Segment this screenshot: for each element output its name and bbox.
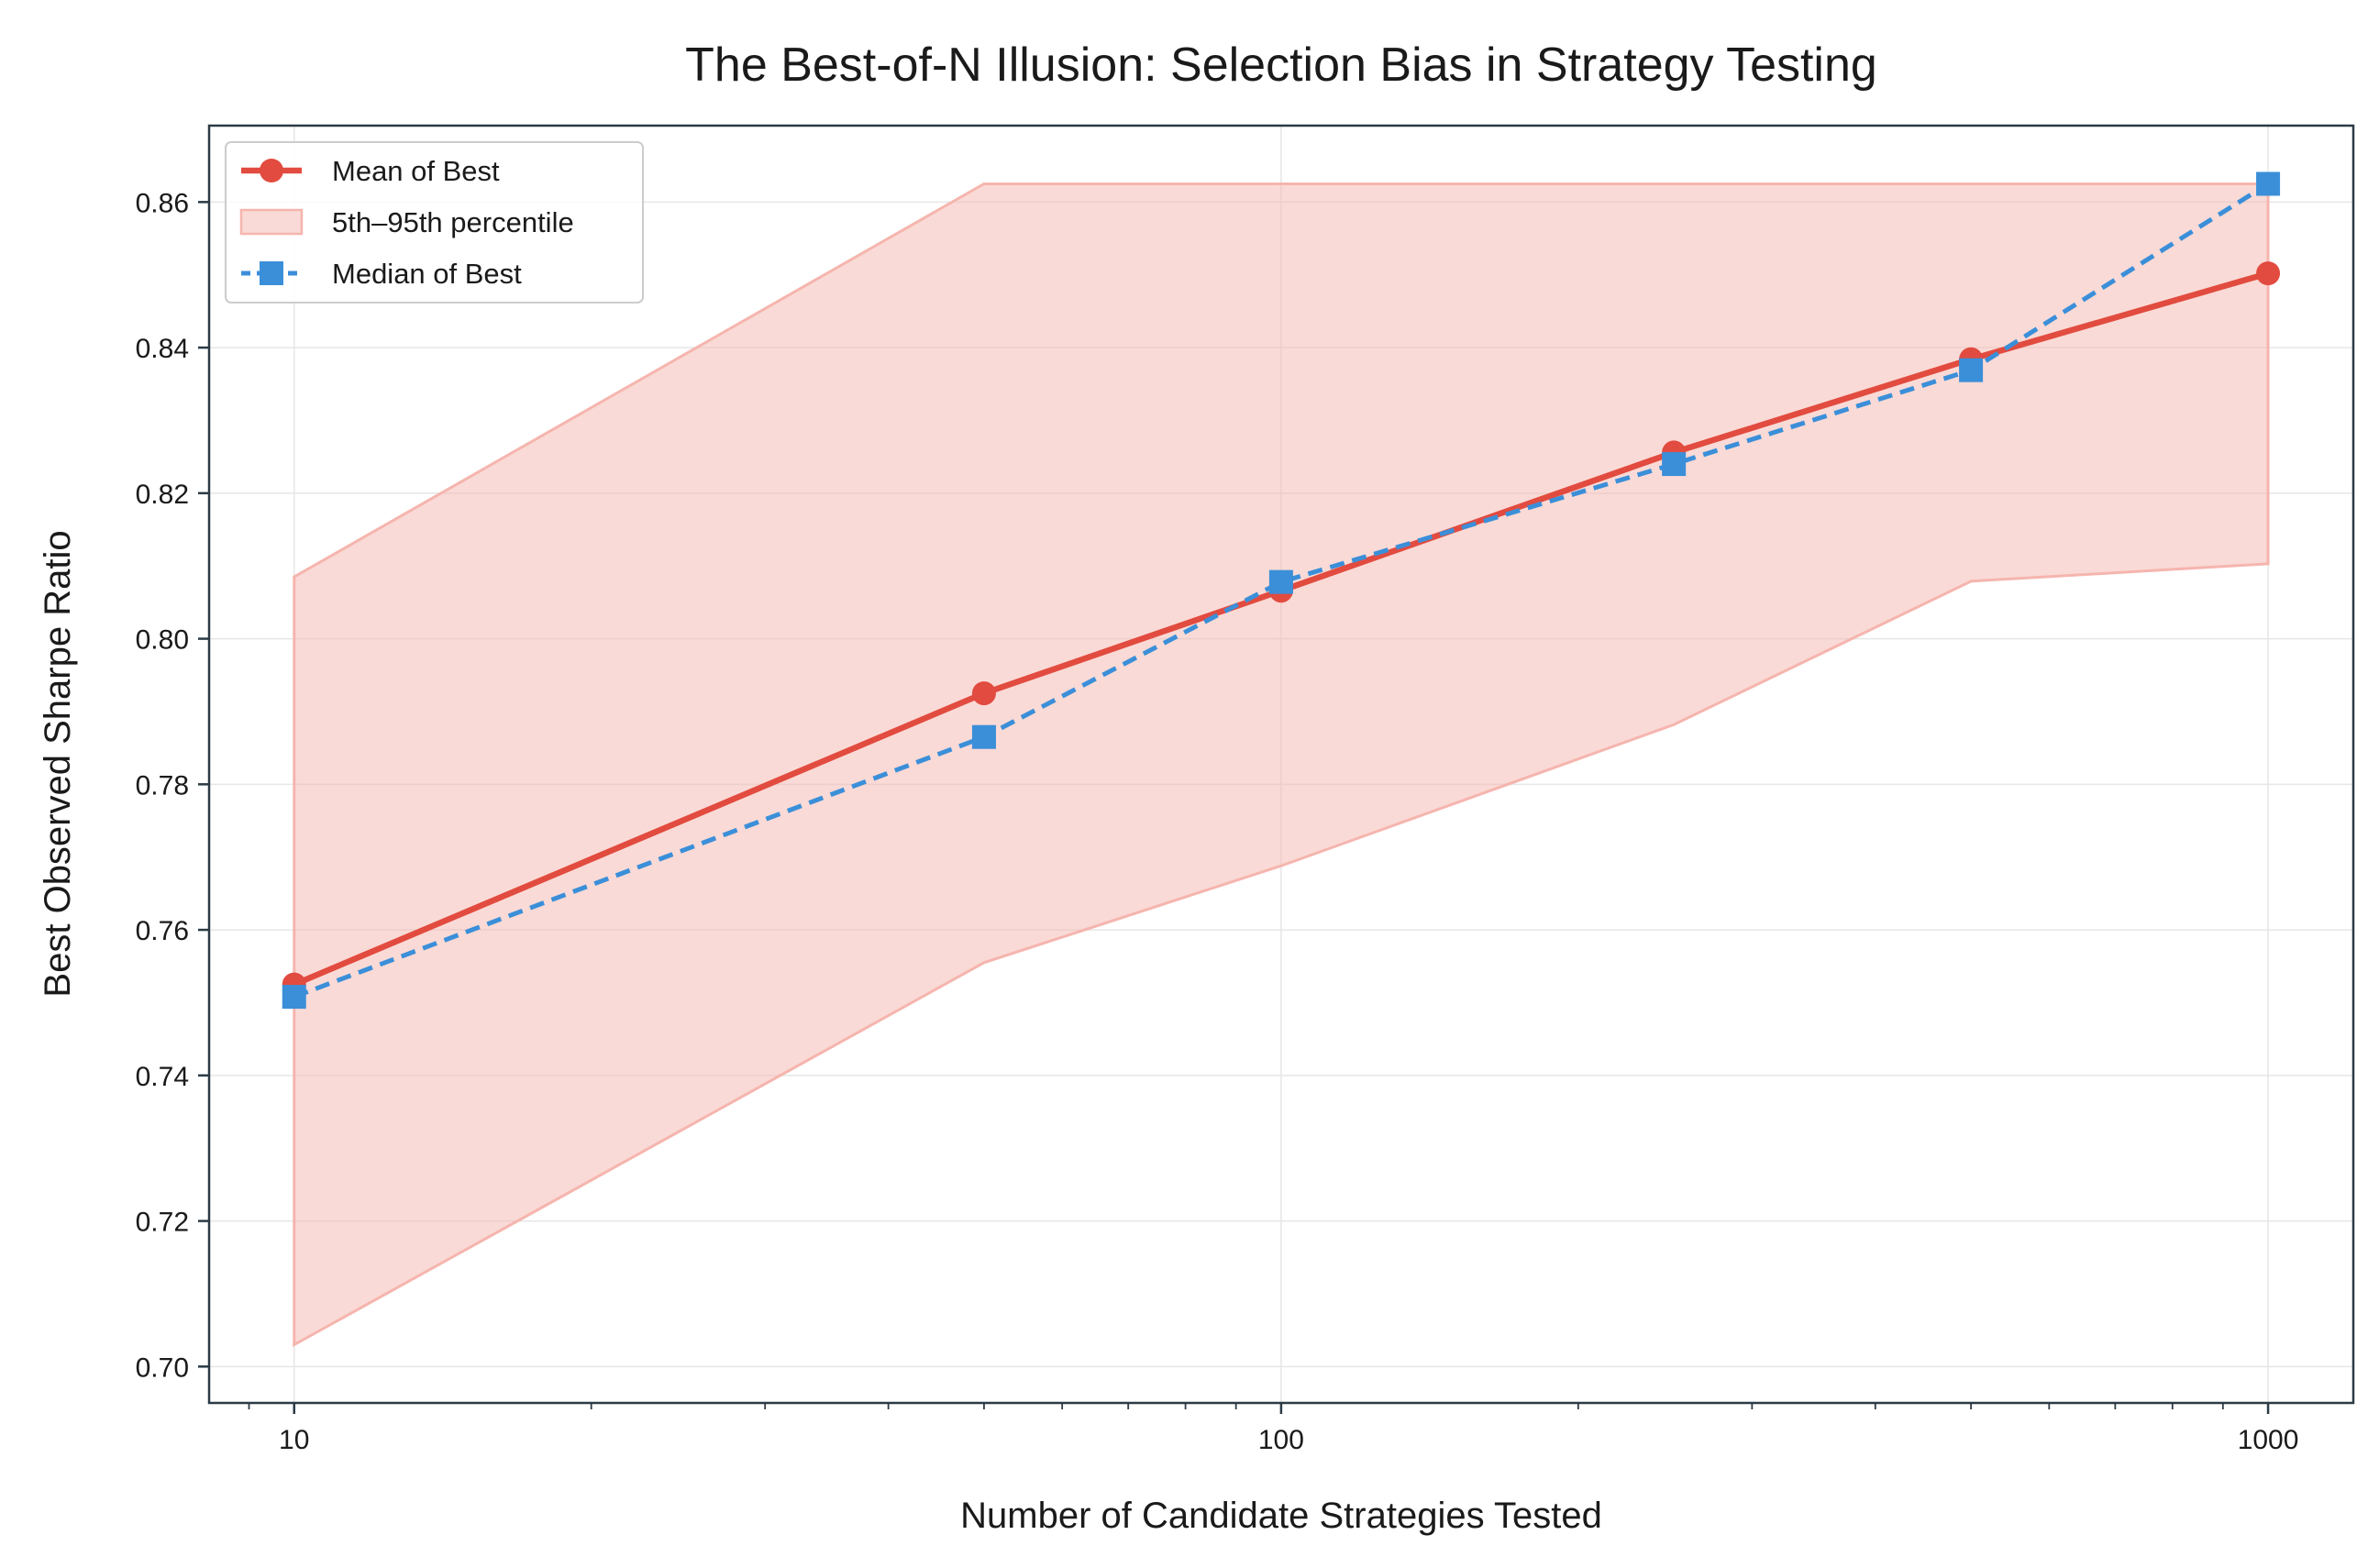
y-tick-label: 0.70 [136, 1353, 189, 1383]
y-tick-label: 0.84 [136, 334, 189, 364]
legend-label: Median of Best [332, 258, 522, 290]
y-tick-label: 0.82 [136, 480, 189, 510]
y-tick-label: 0.80 [136, 625, 189, 656]
legend: Mean of Best 5th–95th percentile Median of… [225, 141, 644, 304]
mean-of-best-marker [2256, 261, 2281, 286]
y-tick-label: 0.72 [136, 1208, 189, 1238]
chart-title: The Best-of-N Illusion: Selection Bias i… [685, 39, 1877, 92]
y-tick-label: 0.76 [136, 916, 189, 946]
median-of-best-marker [1662, 452, 1687, 477]
y-axis-label: Best Observed Sharpe Ratio [38, 530, 78, 997]
band-layer [293, 182, 2270, 1348]
percentile-band [293, 182, 2270, 1348]
legend-band-swatch [239, 208, 304, 236]
mean-of-best-line [293, 271, 2269, 988]
legend-label: Mean of Best [332, 155, 500, 187]
x-axis-label: Number of Candidate Strategies Tested [960, 1496, 1602, 1536]
legend-mean-of-best-marker [260, 159, 283, 182]
x-tick-label: 100 [1258, 1425, 1304, 1455]
median-of-best-marker [1959, 358, 1984, 382]
legend-label: 5th–95th percentile [332, 206, 574, 238]
median-of-best-marker [971, 724, 996, 749]
series-layer [282, 171, 2281, 1010]
y-tick-label: 0.78 [136, 770, 189, 801]
median-of-best-marker [1268, 569, 1293, 594]
y-tick-label: 0.74 [136, 1062, 189, 1092]
y-tick-label: 0.86 [136, 188, 189, 218]
legend-box [225, 141, 644, 304]
median-of-best-marker [282, 985, 306, 1010]
mean-of-best-marker [971, 681, 996, 706]
x-tick-label: 1000 [2238, 1425, 2299, 1455]
legend-median-of-best-marker [260, 261, 283, 285]
median-of-best-marker [2256, 171, 2281, 196]
ticks-layer: 0.70 0.72 0.74 0.76 0.78 0.80 0.82 0.84 0.86 10 10… [136, 188, 2299, 1455]
x-tick-label: 10 [279, 1425, 309, 1455]
